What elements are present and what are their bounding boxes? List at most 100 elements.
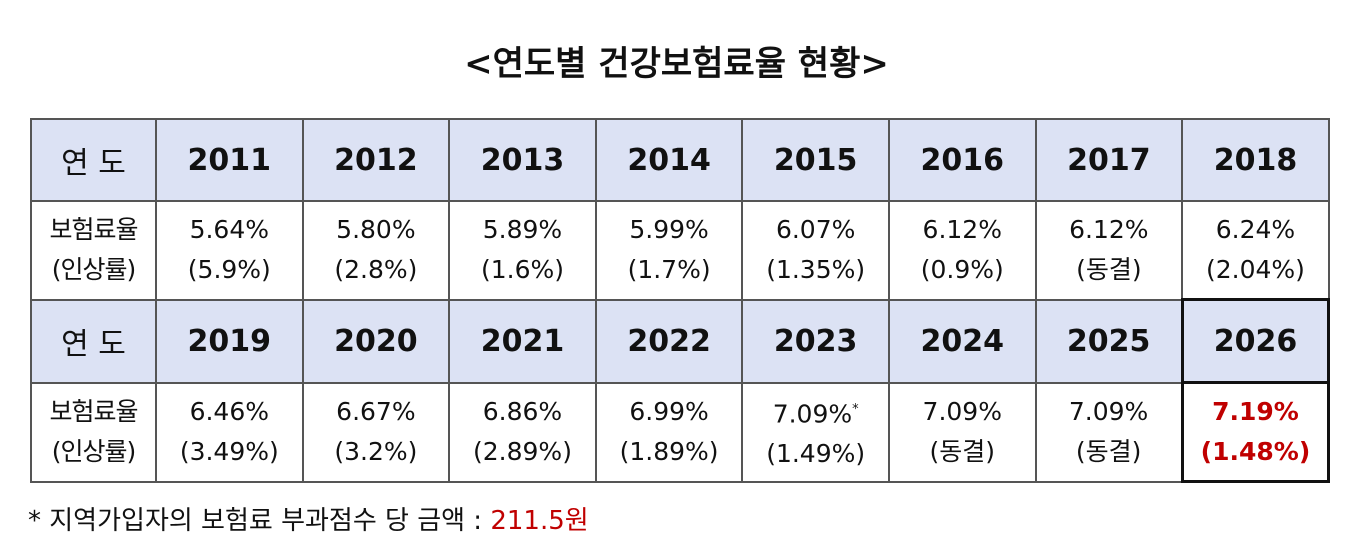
rate-value: 6.12%: [1069, 215, 1149, 245]
rate-line: 5.80%: [304, 210, 449, 250]
title: <연도별 건강보험료율 현황>: [464, 44, 889, 84]
data-row: 보험료율 (인상률) 5.64% (5.9%) 5.80% (2.8%) 5.89% (1.6…: [30, 200, 1330, 301]
data-row: 보험료율 (인상률) 6.46% (3.49%) 6.67% (3.2%) 6.86% (2.…: [30, 381, 1331, 483]
rate-cell: 6.99% (1.89%): [594, 381, 744, 483]
change-value: (동결): [1075, 437, 1142, 466]
rate-line: 6.12%: [1037, 210, 1182, 250]
change-value: (3.2%): [334, 437, 418, 466]
change-value: (5.9%): [187, 255, 271, 285]
rate-cell: 6.67% (3.2%): [301, 381, 451, 483]
change-line: (0.9%): [890, 250, 1035, 290]
rate-label: 보험료율 (인상률): [30, 200, 157, 301]
year-label: 연 도: [30, 118, 157, 202]
year-cell: 2021: [448, 298, 597, 384]
rate-cell: 6.86% (2.89%): [448, 381, 597, 483]
rate-value: 5.80%: [336, 215, 416, 245]
change-value: (동결): [929, 437, 996, 466]
change-value: (2.89%): [473, 437, 572, 466]
rate-cell: 7.09% (동결): [887, 381, 1037, 483]
year-cell: 2015: [741, 118, 890, 202]
year-cell: 2011: [155, 118, 304, 202]
rate-value: 7.19%: [1212, 397, 1299, 426]
change-line: (1.48%): [1184, 432, 1328, 472]
year-cell: 2016: [887, 118, 1037, 202]
change-value: (1.48%): [1200, 437, 1311, 466]
rate-value: 5.89%: [482, 215, 563, 245]
footnote-text: * 지역가입자의 보험료 부과점수 당 금액 :: [28, 506, 491, 534]
rate-value: 6.99%: [629, 397, 709, 426]
change-line: (1.49%): [743, 434, 888, 474]
rate-line: 5.64%: [157, 210, 302, 250]
rate-cell: 6.12% (동결): [1034, 200, 1184, 301]
rate-cell: 6.12% (0.9%): [887, 200, 1037, 301]
rate-cell: 5.80% (2.8%): [301, 200, 451, 301]
rate-value: 5.64%: [189, 215, 269, 245]
year-cell: 2022: [594, 298, 744, 384]
rate-value: 6.12%: [922, 215, 1002, 245]
rate-note: *: [852, 401, 859, 417]
year-cell: 2014: [594, 118, 744, 202]
year-cell: 2026: [1180, 298, 1331, 384]
rate-line: 7.09%*: [743, 390, 888, 434]
footnote: * 지역가입자의 보험료 부과점수 당 금액 : 211.5원: [28, 500, 589, 534]
rate-line: 7.09%: [890, 392, 1035, 432]
change-line: (3.49%): [157, 432, 302, 472]
rate-cell: 5.99% (1.7%): [594, 200, 744, 301]
change-line: (동결): [890, 432, 1035, 472]
change-value: (2.8%): [334, 255, 418, 285]
year-cell: 2025: [1034, 298, 1184, 384]
change-line: (2.8%): [304, 250, 449, 290]
rate-line: 6.86%: [450, 392, 595, 432]
change-value: (1.35%): [766, 255, 866, 285]
footnote-amount: 211.5원: [490, 506, 589, 534]
rate-value: 6.67%: [336, 397, 416, 426]
rate-label-text: 보험료율: [49, 397, 138, 426]
rate-cell: 6.07% (1.35%): [741, 200, 890, 301]
rate-line: 7.09%: [1037, 392, 1181, 432]
rate-cell: 5.89% (1.6%): [448, 200, 597, 301]
rate-line: 6.12%: [890, 210, 1035, 250]
change-line: (2.04%): [1183, 250, 1328, 290]
change-line: (동결): [1037, 432, 1181, 472]
rate-line: 6.07%: [743, 210, 888, 250]
change-value: (3.49%): [179, 437, 279, 466]
year-cell: 2023: [741, 298, 890, 384]
change-label-text: (인상률): [51, 437, 137, 466]
rate-value: 7.09%: [922, 397, 1002, 426]
change-line: (5.9%): [157, 250, 302, 290]
rate-line: 5.99%: [597, 210, 742, 250]
rate-value: 7.09%: [772, 399, 853, 429]
year-cell: 2019: [155, 298, 304, 384]
rate-line: 6.67%: [304, 392, 449, 432]
rate-cell: 6.24% (2.04%): [1181, 200, 1330, 301]
year-cell: 2020: [301, 298, 451, 384]
change-line: (2.89%): [450, 432, 595, 472]
change-line: (1.7%): [597, 250, 742, 290]
change-line: (1.6%): [450, 250, 595, 290]
change-value: (1.7%): [627, 255, 711, 285]
change-value: (2.04%): [1205, 255, 1305, 284]
rate-label: 보험료율 (인상률): [30, 381, 157, 483]
rate-value: 6.07%: [775, 215, 856, 245]
change-line: (3.2%): [304, 432, 449, 472]
change-line: (동결): [1037, 250, 1182, 290]
rate-cell: 7.09%* (1.49%): [741, 381, 890, 483]
year-cell: 2017: [1034, 118, 1184, 202]
rate-cell: 6.46% (3.49%): [155, 381, 304, 483]
rate-label-text: 보험료율: [49, 215, 138, 245]
header-row: 연 도 2011 2012 2013 2014 2015 2016 2017 2018: [30, 118, 1330, 202]
change-value: (1.6%): [480, 255, 564, 285]
rate-line: 7.19%: [1184, 392, 1328, 432]
change-line: (1.89%): [597, 432, 742, 472]
rate-line: 6.99%: [597, 392, 742, 432]
rate-value: 6.86%: [482, 397, 563, 426]
rate-value: 6.46%: [189, 397, 269, 426]
change-value: (동결): [1076, 255, 1142, 285]
rate-value: 7.09%: [1068, 397, 1149, 426]
change-value: (0.9%): [920, 255, 1004, 285]
rate-line: 6.24%: [1183, 210, 1328, 250]
year-cell: 2012: [301, 118, 451, 202]
rate-line: 5.89%: [450, 210, 595, 250]
rate-cell: 5.64% (5.9%): [155, 200, 304, 301]
